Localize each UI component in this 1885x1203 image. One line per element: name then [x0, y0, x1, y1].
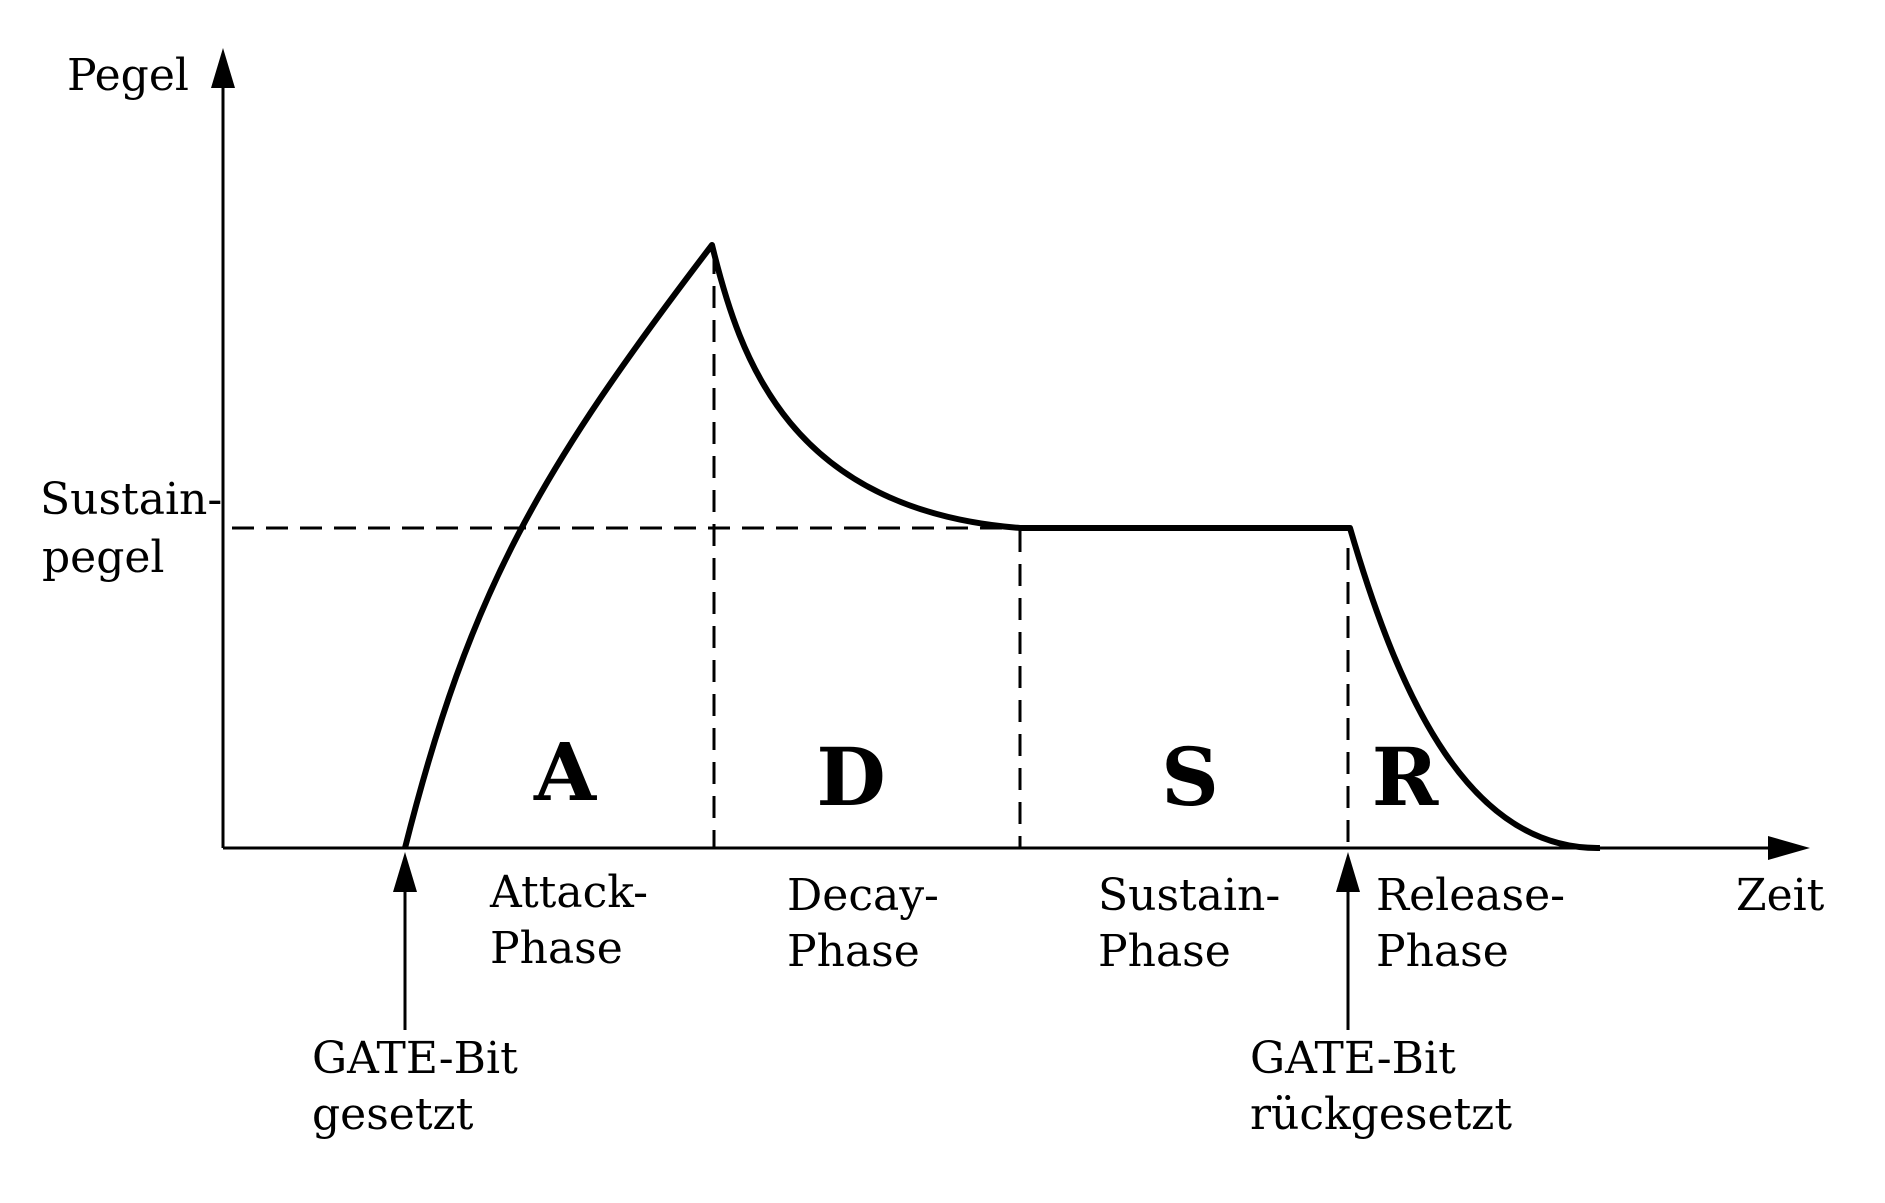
sustain-level-label-line1: Sustain- — [40, 474, 222, 525]
x-axis-arrowhead — [1768, 836, 1810, 860]
gate-set-arrowhead — [393, 852, 417, 892]
phase-letter-attack: A — [533, 725, 597, 819]
envelope-curve — [402, 242, 1601, 852]
sustain-level-label-line2: pegel — [42, 532, 164, 583]
phase-name-attack-line2: Phase — [490, 923, 623, 974]
phase-letter-sustain: S — [1161, 730, 1219, 824]
gate-reset-label-line1: GATE-Bit — [1250, 1033, 1456, 1084]
gate-reset-label-line2: rückgesetzt — [1250, 1089, 1512, 1140]
x-axis-label: Zeit — [1736, 870, 1825, 921]
phase-letter-release: R — [1372, 730, 1439, 824]
y-axis-arrowhead — [211, 48, 235, 88]
y-axis-label: Pegel — [67, 50, 189, 101]
phase-name-sustain-line1: Sustain- — [1098, 870, 1280, 921]
phase-letter-decay: D — [816, 730, 885, 824]
phase-name-sustain-line2: Phase — [1098, 926, 1231, 977]
phase-name-release-line2: Phase — [1376, 926, 1509, 977]
gate-set-label-line1: GATE-Bit — [312, 1033, 518, 1084]
gate-reset-arrowhead — [1336, 852, 1360, 892]
phase-name-decay-line2: Phase — [787, 926, 920, 977]
phase-name-release-line1: Release- — [1376, 870, 1565, 921]
phase-name-attack-line1: Attack- — [489, 867, 648, 918]
gate-set-label-line2: gesetzt — [312, 1089, 474, 1140]
phase-name-decay-line1: Decay- — [787, 870, 939, 921]
